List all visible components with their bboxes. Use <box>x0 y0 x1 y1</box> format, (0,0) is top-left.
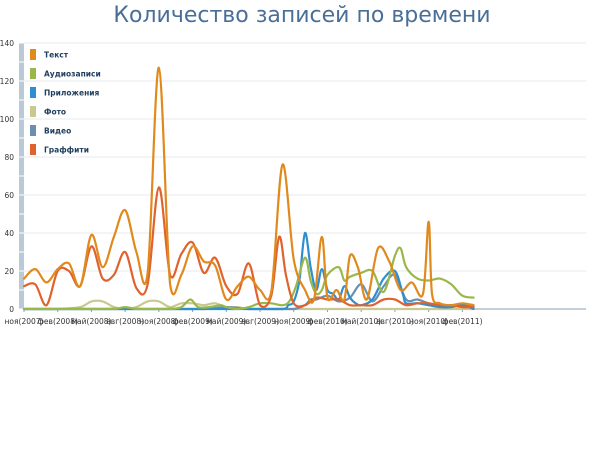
y-axis-segment <box>19 233 24 252</box>
y-axis-segment <box>19 252 24 271</box>
legend-swatch <box>30 68 36 79</box>
legend-swatch <box>30 49 36 60</box>
y-tick-label: 0 <box>9 305 14 314</box>
y-axis-segment <box>19 195 24 214</box>
y-axis-segment <box>19 100 24 119</box>
x-tick-label: авг(2009) <box>241 317 279 326</box>
y-axis-segment <box>19 176 24 195</box>
series-line-6 <box>22 186 475 309</box>
x-tick-label: авг(2008) <box>106 317 144 326</box>
legend-label: Фото <box>44 108 66 117</box>
y-axis-segment <box>19 290 24 309</box>
x-tick-label: фев(2010) <box>307 317 347 326</box>
y-axis-segment <box>19 43 24 62</box>
y-tick-label: 140 <box>0 39 14 48</box>
series-line-1 <box>22 66 475 307</box>
y-tick-label: 80 <box>4 153 14 162</box>
legend-label: Приложения <box>44 89 100 98</box>
x-tick-label: фев(2008) <box>38 317 78 326</box>
legend-swatch <box>30 106 36 117</box>
y-axis-segment <box>19 62 24 81</box>
y-axis-segment <box>19 119 24 138</box>
series-line-2 <box>22 246 475 311</box>
legend-swatch <box>30 144 36 155</box>
legend-label: Граффити <box>44 146 89 155</box>
y-tick-label: 20 <box>4 267 14 276</box>
legend-label: Видео <box>44 127 71 136</box>
x-tick-label: ноя(2010) <box>409 317 448 326</box>
x-tick-label: ноя(2007) <box>5 317 44 326</box>
legend-label: Аудиозаписи <box>44 70 101 79</box>
y-axis-segment <box>19 138 24 157</box>
x-tick-label: май(2010) <box>341 317 381 326</box>
legend-label: Текст <box>44 51 69 60</box>
y-axis-segment <box>19 157 24 176</box>
x-tick-label: фев(2011) <box>442 317 482 326</box>
x-tick-label: авг(2010) <box>376 317 414 326</box>
x-tick-label: ноя(2008) <box>139 317 178 326</box>
x-tick-label: фев(2009) <box>172 317 212 326</box>
legend-swatch <box>30 125 36 136</box>
x-tick-label: май(2008) <box>71 317 111 326</box>
x-tick-label: ноя(2009) <box>274 317 313 326</box>
legend-swatch <box>30 87 36 98</box>
series-line-4 <box>22 299 475 311</box>
y-tick-label: 60 <box>4 191 14 200</box>
chart-title: Количество записей по времени <box>113 3 491 28</box>
y-axis-segment <box>19 81 24 100</box>
x-tick-label: май(2009) <box>206 317 246 326</box>
y-axis-segment <box>19 214 24 233</box>
y-axis-segment <box>19 271 24 290</box>
y-tick-label: 120 <box>0 77 14 86</box>
y-tick-label: 100 <box>0 115 14 124</box>
y-tick-label: 40 <box>4 229 14 238</box>
